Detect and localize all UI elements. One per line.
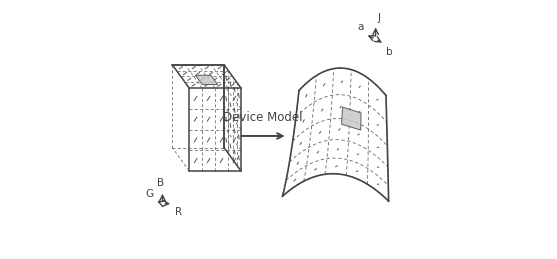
Polygon shape xyxy=(341,107,361,130)
Text: a: a xyxy=(358,23,364,32)
Text: b: b xyxy=(386,47,393,57)
Text: B: B xyxy=(157,178,164,188)
Text: J: J xyxy=(378,12,380,23)
Text: R: R xyxy=(175,206,182,217)
Text: Device Model: Device Model xyxy=(223,111,302,124)
Text: G: G xyxy=(145,189,154,199)
Polygon shape xyxy=(196,75,218,85)
